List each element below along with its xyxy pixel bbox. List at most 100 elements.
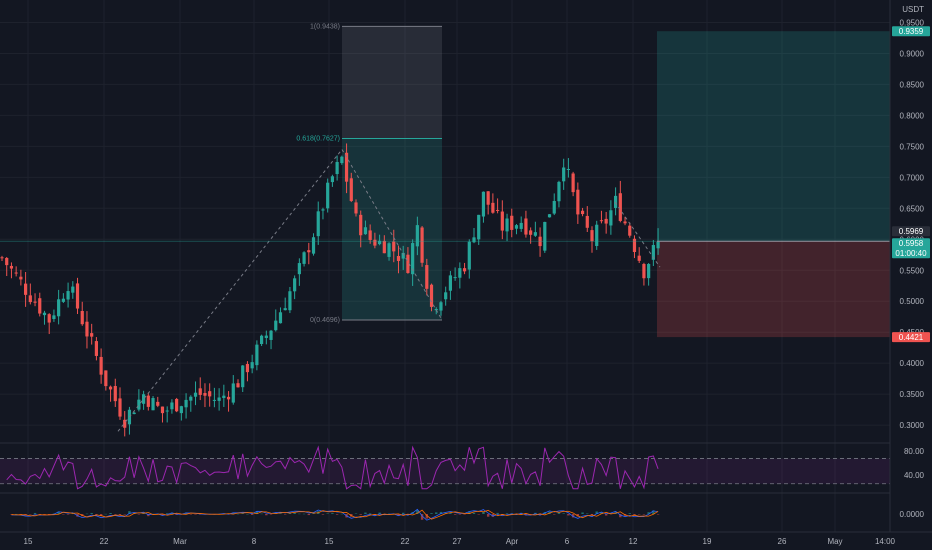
candle-body: [392, 241, 396, 252]
candle-body: [481, 191, 486, 217]
macd-histogram-bar: [298, 513, 301, 515]
candle-body: [75, 283, 80, 309]
candle-body: [415, 225, 419, 247]
candle-body: [33, 301, 37, 303]
candle-body: [618, 193, 622, 221]
macd-histogram-bar: [71, 513, 74, 514]
macd-histogram-bar: [420, 514, 424, 520]
current-price-tag: 0.5958: [899, 239, 924, 248]
candle-body: [396, 255, 401, 261]
candle-body: [552, 200, 556, 214]
time-tick-label: 14:00: [875, 537, 896, 546]
macd-histogram-bar: [378, 512, 381, 514]
candle-body: [595, 224, 599, 246]
macd-histogram-bar: [595, 511, 598, 514]
candle-body: [429, 284, 434, 307]
candle-body: [335, 161, 339, 175]
candle-body: [90, 333, 94, 337]
time-tick-label: 15: [24, 537, 33, 546]
price-axis-background[interactable]: [890, 0, 932, 532]
macd-histogram-bar: [246, 513, 249, 515]
candle-body: [170, 402, 174, 410]
macd-histogram-bar: [586, 513, 589, 515]
time-tick-label: 26: [778, 537, 787, 546]
macd-histogram-bar: [425, 514, 428, 519]
candle-body: [510, 215, 514, 230]
candle-body: [311, 237, 316, 254]
candle-body: [467, 241, 471, 270]
macd-histogram-bar: [604, 514, 608, 516]
time-tick-label: 22: [100, 537, 109, 546]
candle-body: [533, 232, 537, 236]
candle-body: [486, 191, 490, 205]
macd-histogram-bar: [128, 511, 131, 514]
target-price-tag-bg: [892, 26, 930, 37]
macd-histogram-bar: [260, 513, 263, 515]
candle-body: [14, 272, 18, 274]
candle-body: [316, 211, 320, 237]
fib-level-label: 1(0.9438): [310, 23, 340, 30]
candle-body: [217, 397, 221, 401]
rsi-pane: [0, 445, 890, 490]
macd-histogram-bar: [194, 514, 197, 515]
macd-histogram-bar: [505, 513, 509, 514]
candle-body: [599, 220, 604, 222]
time-tick-label: 27: [453, 537, 462, 546]
candle-body: [425, 265, 429, 289]
rsi-upper-label: 80.00: [904, 447, 925, 456]
candle-body: [142, 394, 146, 404]
candle-body: [231, 383, 235, 403]
macd-histogram-bar: [284, 514, 287, 515]
long-position-target-zone: [657, 31, 890, 242]
quote-currency-label: USDT: [902, 5, 924, 14]
candle-body: [651, 245, 655, 260]
candle-body: [5, 257, 9, 266]
candle-body: [99, 356, 103, 375]
candle-body: [278, 312, 283, 324]
candle-body: [642, 263, 646, 279]
candle-body: [302, 252, 306, 264]
candle-body: [571, 173, 575, 193]
drawings: 1(0.9438) 0.618(0.7627) 0(0.4696): [0, 23, 890, 432]
candle-body: [387, 243, 391, 257]
macd-histogram-bar: [66, 514, 70, 515]
candle-body: [609, 210, 613, 226]
candle-body: [80, 310, 84, 325]
price-tick-label: 0.7500: [900, 142, 925, 151]
macd-histogram-bar: [364, 512, 367, 514]
trend-line: [614, 201, 661, 268]
macd-histogram-bar: [312, 513, 315, 514]
macd-histogram-bar: [48, 514, 51, 515]
macd-histogram-bar: [161, 514, 164, 516]
candle-body: [363, 227, 368, 235]
candle-body: [632, 238, 637, 253]
macd-histogram-bar: [62, 514, 65, 515]
macd-histogram-bar: [14, 513, 18, 515]
time-tick-label: 12: [629, 537, 638, 546]
candle-body: [307, 250, 311, 253]
candle-body: [146, 395, 150, 407]
candle-body: [656, 241, 660, 249]
fib-zone-lower: [342, 138, 442, 321]
macd-histogram-bar: [458, 514, 462, 515]
candle-body: [113, 385, 117, 402]
macd-histogram-bar: [104, 513, 108, 515]
time-axis-background[interactable]: [0, 532, 932, 550]
time-axis[interactable]: 15 22 Mar 8 15 22 27 Apr 6 12 19 26 May 14:00: [24, 537, 896, 546]
macd-histogram-bar: [52, 513, 56, 515]
candle-body: [66, 291, 70, 300]
candle-body: [491, 202, 495, 213]
candle-body: [297, 263, 301, 275]
candle-body: [57, 299, 61, 317]
candle-body: [132, 412, 136, 415]
price-tick-label: 0.6500: [900, 204, 925, 213]
macd-histogram-bar: [10, 514, 13, 515]
candle-body: [264, 335, 268, 339]
macd-histogram-bar: [326, 513, 329, 514]
candle-body: [411, 243, 415, 275]
candles: [0, 143, 660, 437]
candle-body: [614, 195, 618, 208]
macd-histogram-bar: [241, 513, 244, 514]
candle-body: [576, 189, 580, 215]
